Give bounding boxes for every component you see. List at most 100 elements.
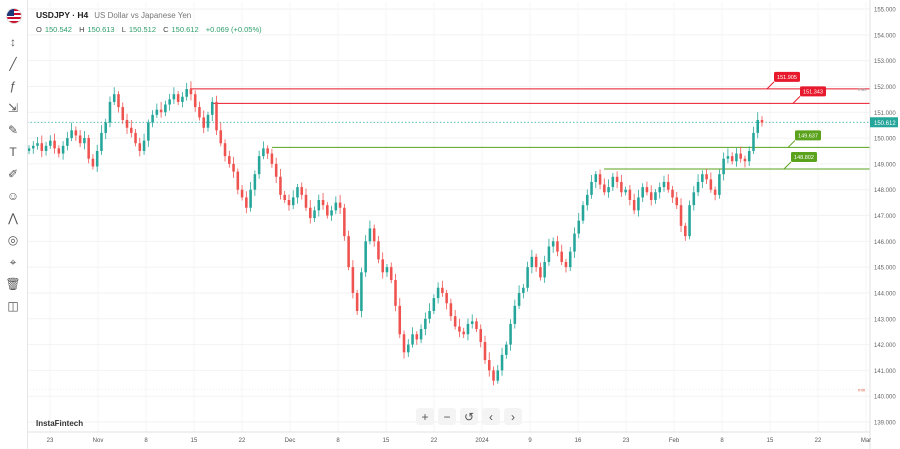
candle-body — [513, 305, 517, 324]
candle-body — [568, 251, 572, 268]
candle-body — [61, 145, 65, 154]
candle-body — [671, 189, 674, 198]
candle-body — [684, 225, 687, 237]
candle-body — [31, 145, 35, 149]
time-tick-label: 2024 — [475, 438, 489, 444]
drawing-toolbar: ↕ ╱ ƒ ⇲ ✎ T ✐ ☺ ⋀ ◎ ⌖ 🗑 ◫ — [0, 0, 28, 449]
candle-body — [641, 187, 644, 198]
level-badge-label: 148.802 — [794, 155, 814, 161]
candle-body — [364, 241, 367, 273]
candle-body — [381, 259, 384, 273]
candle-body — [436, 287, 440, 299]
candle-body — [130, 127, 133, 133]
candle-body — [752, 132, 755, 151]
candle-body — [662, 181, 666, 188]
candle-body — [206, 114, 210, 128]
candle-body — [735, 153, 738, 162]
candle-body — [142, 140, 146, 151]
candle-body — [483, 341, 487, 361]
time-tick-label: 9 — [528, 438, 532, 444]
candle-body — [291, 197, 295, 206]
candle-body — [615, 176, 619, 182]
candle-body — [266, 148, 269, 154]
price-tick-label: 150.000 — [874, 137, 896, 143]
candle-body — [475, 321, 478, 330]
candle-body — [279, 176, 282, 195]
low-value: 150.512 — [128, 25, 156, 34]
candle-body — [470, 321, 474, 324]
candle-body — [594, 174, 598, 182]
zoom-in-button[interactable]: + — [416, 408, 434, 425]
zoom-out-button[interactable]: − — [438, 408, 456, 425]
time-axis[interactable]: 23 Nov 8 15 22 Dec 8 15 22 2024 9 16 23 Feb 8 15 22 Mar — [27, 431, 871, 444]
candle-body — [53, 140, 56, 149]
candle-body — [479, 329, 483, 342]
chart-navigation: + − ↺ ‹ › — [416, 408, 522, 425]
price-tick-label: 153.000 — [874, 59, 896, 65]
candle-body — [585, 194, 589, 206]
candle-body — [343, 207, 346, 237]
candle-body — [705, 174, 708, 180]
candle-body — [300, 187, 304, 195]
candle-body — [74, 130, 78, 136]
candle-body — [458, 326, 461, 332]
candle-body — [134, 132, 137, 144]
candle-body — [564, 261, 568, 268]
magnet-icon[interactable]: ◎ — [7, 233, 19, 247]
camera-icon[interactable]: ◫ — [7, 299, 19, 313]
trend-line-icon[interactable]: ╱ — [9, 57, 17, 71]
chart-grid — [27, 2, 870, 432]
price-tick-label: 148.000 — [874, 188, 896, 194]
candle-body — [747, 150, 751, 162]
candle-body — [57, 148, 61, 154]
candle-body — [696, 181, 700, 193]
time-tick-label: Mar — [861, 438, 871, 444]
candle-body — [756, 119, 760, 133]
candle-body — [590, 181, 593, 195]
candle-body — [117, 94, 120, 108]
candle-body — [577, 220, 581, 234]
emoji-icon[interactable]: ☺ — [6, 189, 20, 203]
measure-icon[interactable]: ⇲ — [7, 101, 19, 115]
price-axis[interactable]: 155.000 154.000 153.000 152.000 151.000 150.0… — [869, 0, 896, 449]
candle-body — [487, 360, 491, 371]
candle-body — [49, 140, 52, 146]
candle-body — [411, 334, 414, 345]
candle-body — [338, 202, 342, 208]
candle-body — [539, 267, 542, 278]
level-leader — [783, 161, 792, 170]
candle-body — [649, 192, 653, 201]
candle-body — [718, 174, 721, 195]
candle-body — [253, 174, 257, 190]
pattern-icon[interactable]: ⋀ — [8, 211, 18, 225]
candle-body — [611, 176, 615, 188]
candle-body — [270, 153, 274, 164]
crosshair-icon[interactable]: ↕ — [10, 35, 16, 49]
price-tick-label: 152.000 — [874, 85, 896, 91]
time-tick-label: 22 — [431, 438, 438, 444]
reset-zoom-button[interactable]: ↺ — [460, 408, 478, 425]
candle-body — [441, 287, 444, 293]
brush-icon[interactable]: ✎ — [7, 123, 19, 137]
candle-body — [185, 89, 188, 97]
scroll-forward-button[interactable]: › — [504, 408, 522, 425]
scroll-back-button[interactable]: ‹ — [482, 408, 500, 425]
fib-icon[interactable]: ƒ — [9, 79, 17, 93]
candle-body — [424, 318, 427, 330]
time-tick-label: Dec — [285, 438, 296, 444]
candle-body — [83, 138, 86, 144]
candle-body — [556, 241, 559, 252]
candle-body — [108, 101, 112, 123]
symbol-description: US Dollar vs Japanese Yen — [94, 11, 192, 20]
us-flag-icon — [6, 8, 22, 24]
candle-body — [509, 323, 512, 345]
candle-body — [688, 205, 691, 237]
pencil-icon[interactable]: ✐ — [7, 167, 19, 181]
candle-body — [637, 197, 640, 211]
text-icon[interactable]: T — [9, 145, 17, 159]
candle-body — [658, 187, 661, 193]
lock-icon[interactable]: ⌖ — [9, 254, 17, 269]
trash-icon[interactable]: 🗑 — [5, 277, 21, 291]
level-badge — [774, 71, 800, 82]
